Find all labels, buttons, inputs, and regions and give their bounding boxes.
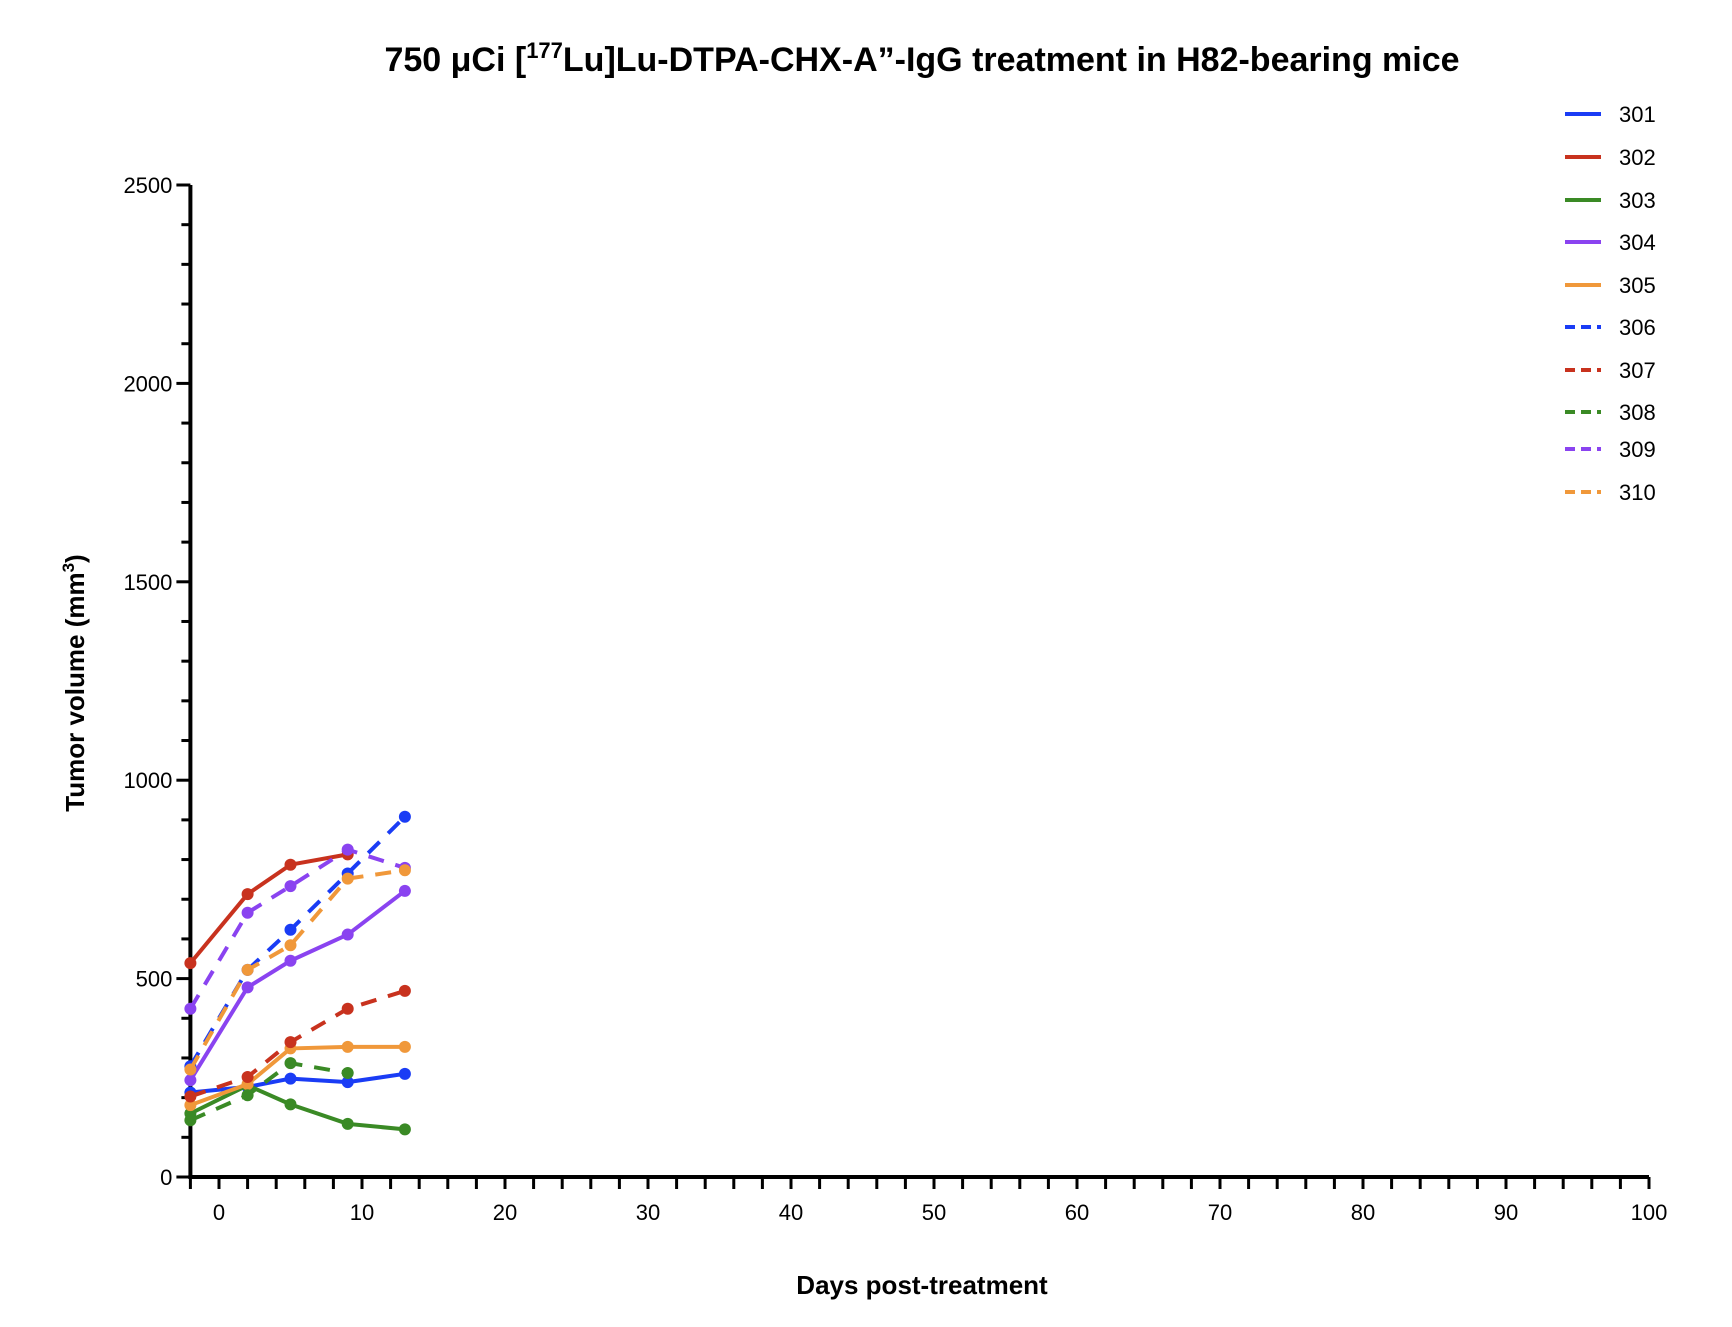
legend-label: 302	[1619, 145, 1656, 170]
data-point-303	[398, 1123, 411, 1136]
data-point-301	[341, 1076, 354, 1089]
data-point-307	[341, 1002, 354, 1015]
data-point-306	[284, 923, 297, 936]
y-tick-label: 500	[136, 967, 173, 992]
legend-item-306: 306	[1565, 315, 1656, 340]
data-point-303	[284, 1098, 297, 1111]
data-point-304	[341, 928, 354, 941]
data-point-310	[398, 864, 411, 877]
x-tick-label: 30	[636, 1200, 660, 1225]
data-point-303	[341, 1117, 354, 1130]
data-point-309	[241, 906, 254, 919]
chart-title: 750 μCi [177Lu]Lu-DTPA-CHX-A”-IgG treatm…	[384, 38, 1459, 79]
series-line-301	[190, 1071, 406, 1095]
data-point-304	[398, 884, 411, 897]
x-tick-label: 90	[1494, 1200, 1518, 1225]
y-tick-label: 1000	[123, 768, 172, 793]
y-axis-label: Tumor volume (mm3)	[59, 554, 90, 811]
data-point-308	[284, 1057, 297, 1070]
legend-item-305: 305	[1565, 273, 1656, 298]
data-point-309	[284, 880, 297, 893]
data-point-304	[184, 1074, 197, 1087]
x-tick-label: 0	[213, 1200, 225, 1225]
legend-label: 308	[1619, 400, 1656, 425]
legend: 301 302 303 304 305 306 307 308 309 310	[1565, 102, 1656, 505]
data-point-305	[398, 1040, 411, 1053]
series-line-304	[188, 889, 407, 1082]
legend-label: 307	[1619, 358, 1656, 383]
data-point-306	[398, 810, 411, 823]
x-tick-label: 80	[1351, 1200, 1375, 1225]
data-point-310	[284, 939, 297, 952]
data-point-301	[284, 1072, 297, 1085]
y-tick-label: 0	[160, 1165, 172, 1190]
series-310	[184, 864, 411, 1076]
legend-item-310: 310	[1565, 480, 1656, 505]
legend-item-307: 307	[1565, 358, 1656, 383]
data-point-307	[398, 984, 411, 997]
legend-item-309: 309	[1565, 437, 1656, 462]
series-group	[184, 810, 411, 1136]
data-point-302	[284, 858, 297, 871]
x-tick-label: 50	[922, 1200, 946, 1225]
series-line-309	[188, 847, 406, 1010]
series-line-302	[188, 852, 349, 965]
series-304	[184, 884, 411, 1087]
legend-label: 305	[1619, 273, 1656, 298]
x-axis-label: Days post-treatment	[796, 1270, 1048, 1300]
data-point-304	[284, 954, 297, 967]
legend-label: 303	[1619, 188, 1656, 213]
data-point-307	[184, 1090, 197, 1103]
series-line-308	[189, 1061, 349, 1123]
x-tick-label: 40	[779, 1200, 803, 1225]
legend-item-302: 302	[1565, 145, 1656, 170]
x-tick-label: 10	[350, 1200, 374, 1225]
data-point-308	[241, 1089, 254, 1102]
series-307	[184, 984, 411, 1103]
axes: 0 500 1000 1500 2000 2500 0 10 20 30 40 50 60 70 80 90 1…	[123, 173, 1667, 1225]
y-tick-label: 1500	[123, 570, 172, 595]
data-point-307	[241, 1071, 254, 1084]
data-point-304	[241, 981, 254, 994]
data-point-302	[241, 888, 254, 901]
data-point-310	[241, 963, 254, 976]
legend-label: 304	[1619, 230, 1656, 255]
data-point-305	[184, 1099, 197, 1112]
x-tick-label: 70	[1208, 1200, 1232, 1225]
legend-item-308: 308	[1565, 400, 1656, 425]
legend-label: 309	[1619, 437, 1656, 462]
series-308	[184, 1057, 354, 1127]
data-point-310	[341, 872, 354, 885]
data-point-307	[284, 1036, 297, 1049]
legend-item-301: 301	[1565, 102, 1656, 127]
x-tick-label: 100	[1631, 1200, 1668, 1225]
legend-label: 310	[1619, 480, 1656, 505]
data-point-301	[398, 1067, 411, 1080]
legend-label: 306	[1619, 315, 1656, 340]
data-point-305	[341, 1040, 354, 1053]
data-point-308	[184, 1114, 197, 1127]
y-tick-label: 2000	[123, 371, 172, 396]
y-tick-label: 2500	[123, 173, 172, 198]
x-tick-label: 20	[493, 1200, 517, 1225]
legend-label: 301	[1619, 102, 1656, 127]
data-point-310	[184, 1063, 197, 1076]
data-point-308	[341, 1067, 354, 1080]
x-tick-label: 60	[1065, 1200, 1089, 1225]
data-point-302	[184, 957, 197, 970]
legend-item-303: 303	[1565, 188, 1656, 213]
legend-item-304: 304	[1565, 230, 1656, 255]
data-point-309	[184, 1002, 197, 1015]
data-point-309	[341, 843, 354, 856]
